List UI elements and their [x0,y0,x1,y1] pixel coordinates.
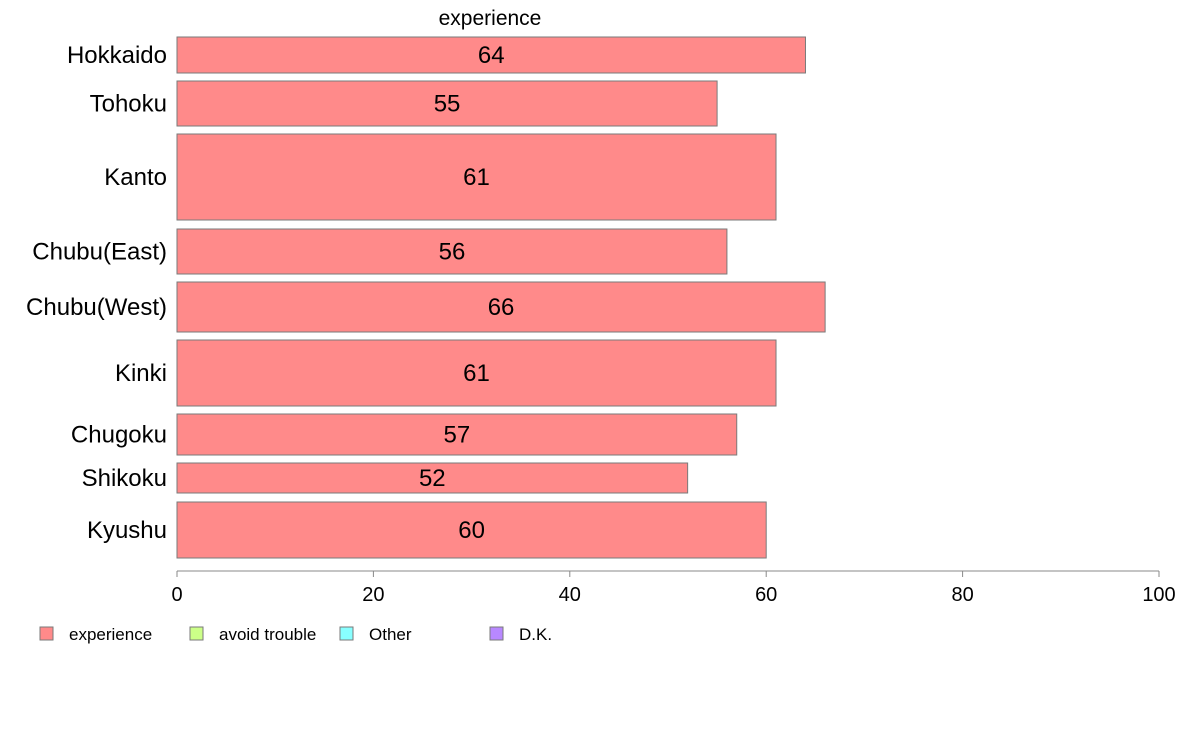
legend-swatch [489,626,504,641]
x-tick-label: 60 [755,584,777,606]
bar [176,80,718,127]
legend-label: D.K. [519,625,552,644]
x-tick-label: 20 [362,584,384,606]
category-label: Hokkaido [67,42,167,69]
value-label: 57 [444,422,471,449]
bar [176,501,767,559]
bar [176,133,777,221]
category-label: Kyushu [87,517,167,544]
value-label: 66 [488,294,515,321]
value-label: 56 [439,239,466,266]
x-axis: 0 20 40 60 80 100 [171,570,1176,606]
x-tick-label: 40 [559,584,581,606]
bars-group: Hokkaido 64 Tohoku 55 Kanto 61 Chubu(East) 56 Ch… [26,36,826,559]
x-tick-label: 80 [951,584,973,606]
value-label: 61 [463,164,490,191]
value-label: 55 [434,91,461,118]
legend-label: Other [369,625,412,644]
bar [176,281,826,333]
bar [176,413,738,456]
category-label: Chubu(West) [26,294,167,321]
bar [176,339,777,407]
category-label: Kinki [115,360,167,387]
category-label: Shikoku [82,465,167,492]
value-label: 64 [478,42,505,69]
legend-swatch [39,626,54,641]
x-tick-label: 0 [171,584,182,606]
x-tick-label: 100 [1142,584,1175,606]
value-label: 61 [463,360,490,387]
value-label: 52 [419,465,446,492]
legend-swatch [339,626,354,641]
bar [176,462,689,494]
bar [176,36,806,74]
legend: experience avoid trouble Other D.K. [39,625,552,644]
category-label: Tohoku [90,91,167,118]
category-label: Kanto [104,164,167,191]
category-label: Chubu(East) [32,239,167,266]
legend-swatch [189,626,204,641]
legend-label: avoid trouble [219,625,316,644]
bar [176,228,728,275]
category-label: Chugoku [71,422,167,449]
facet-title: experience [439,7,542,30]
value-label: 60 [458,517,485,544]
legend-label: experience [69,625,152,644]
